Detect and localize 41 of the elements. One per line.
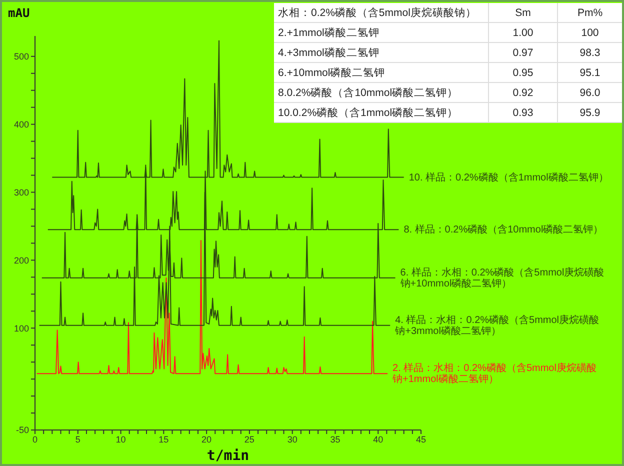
data-label: 95.1 — [558, 62, 622, 82]
x-tick-label: 45 — [416, 434, 426, 444]
data-label: 100 — [558, 22, 622, 42]
y-tick-label: 400 — [14, 120, 29, 130]
series-label: 10. 样品：0.2%磷酸（含1mmol磷酸二氢钾） — [408, 171, 608, 184]
data-label: 0.95 — [488, 62, 558, 82]
category-label: 10.0.2%磷酸（含1mmol磷酸二氢钾） — [274, 102, 488, 122]
data-label: 95.9 — [558, 102, 622, 122]
y-tick-label: -50 — [16, 425, 29, 436]
x-tick-label: 5 — [75, 434, 80, 444]
text: 水相：0.2%磷酸（含5mmol庚烷磺酸钠） — [274, 3, 488, 22]
data-label: 1.00 — [488, 22, 558, 42]
data-label: 0.92 — [488, 82, 558, 102]
text: Pm% — [558, 3, 622, 22]
series-label: Sm — [488, 3, 558, 22]
category-label: 2.+1mmol磷酸二氢钾 — [274, 22, 488, 42]
category-label: 6.+10mmol磷酸二氢钾 — [274, 62, 488, 82]
y-tick-label: 100 — [14, 323, 29, 334]
x-tick-label: 10 — [116, 434, 126, 444]
data-label: 98.3 — [558, 42, 622, 62]
series-label: 4. 样品：水相：0.2%磷酸（含5mmol庚烷磺酸钠+3mmol磷酸二氢钾） — [394, 314, 600, 337]
series-label: 6. 样品：水相：0.2%磷酸（含5mmol庚烷磺酸钠+10mmol磷酸二氢钾） — [399, 266, 604, 290]
x-tick-label: 25 — [244, 434, 254, 444]
x-tick-label: 0 — [32, 434, 38, 444]
x-axis-title: t/min — [206, 448, 250, 464]
data-label: 0.93 — [488, 102, 558, 122]
y-tick-label: 500 — [14, 52, 29, 62]
y-tick-label: 200 — [14, 255, 29, 266]
y-tick-label: 300 — [14, 187, 29, 198]
data-label: 96.0 — [558, 82, 622, 102]
x-tick-label: 40 — [373, 434, 384, 444]
x-tick-label: 15 — [158, 434, 169, 444]
series-label: 2. 样品：水相：0.2%磷酸（含5mmol庚烷磺酸钠+1mmol磷酸二氢钾） — [392, 362, 596, 386]
x-tick-label: 30 — [287, 434, 298, 444]
x-tick-label: 35 — [330, 434, 340, 444]
series-label: 8. 样品：0.2%磷酸（含10mmol磷酸二氢钾） — [404, 224, 604, 236]
x-tick-label: 20 — [202, 434, 212, 444]
data-label: 0.97 — [488, 42, 558, 62]
y-axis-title: mAU — [8, 6, 30, 20]
category-label: 4.+3mmol磷酸二氢钾 — [274, 42, 488, 62]
category-label: 8.0.2%磷酸（含10mmol磷酸二氢钾） — [274, 82, 488, 102]
